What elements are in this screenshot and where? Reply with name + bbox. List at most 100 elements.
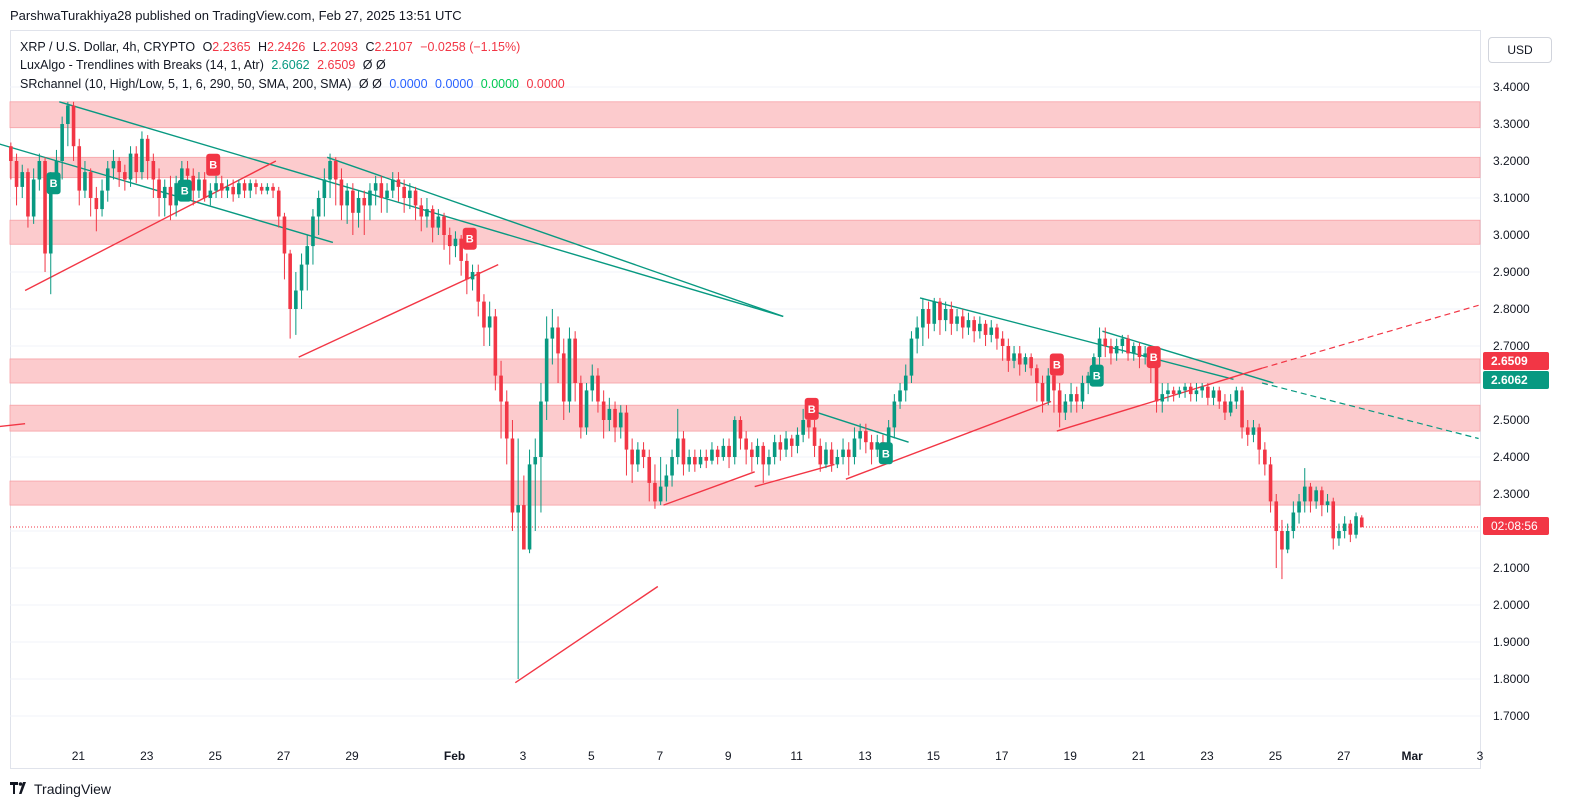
legend-symbol[interactable]: XRP / U.S. Dollar, 4h, CRYPTO — [20, 40, 196, 54]
trendline-down — [0, 143, 334, 244]
candle — [1308, 482, 1313, 513]
candle-body — [504, 401, 509, 439]
candle-body — [738, 420, 743, 439]
candle — [949, 301, 954, 335]
x-tick-label: 29 — [345, 749, 359, 763]
candle — [596, 368, 600, 413]
break-label-up: B — [46, 172, 61, 195]
candle — [590, 364, 595, 402]
candle — [1086, 371, 1090, 395]
currency-button[interactable]: USD — [1488, 37, 1552, 63]
candle — [413, 186, 418, 221]
candle-body — [995, 327, 999, 339]
candle — [1314, 486, 1318, 509]
candle — [447, 227, 452, 265]
candle-body — [465, 260, 469, 280]
candle-body — [1040, 383, 1045, 402]
candle — [784, 431, 788, 457]
candle-body — [151, 161, 156, 180]
candle-body — [1131, 346, 1136, 354]
candle — [875, 434, 880, 457]
candle — [1211, 386, 1216, 406]
candle-body — [539, 401, 543, 457]
candle-body — [1263, 449, 1267, 465]
tradingview-logo[interactable]: TradingView — [10, 781, 111, 797]
candle — [362, 190, 367, 235]
candle — [493, 309, 498, 391]
candle-body — [123, 172, 127, 180]
candle-body — [869, 442, 874, 450]
candle-body — [316, 198, 321, 217]
candle-body — [772, 442, 777, 457]
candle — [556, 316, 560, 383]
x-tick-label: 3 — [1477, 749, 1484, 763]
trendline-up — [0, 423, 26, 428]
candle — [544, 316, 549, 420]
legend-indicator-1[interactable]: LuxAlgo - Trendlines with Breaks (14, 1,… — [20, 58, 390, 72]
x-tick-label: 9 — [725, 749, 732, 763]
candle-body — [567, 338, 572, 402]
candle — [26, 168, 30, 228]
candle-body — [675, 438, 680, 457]
candle-body — [1074, 394, 1079, 402]
candle-body — [727, 445, 731, 457]
candle — [550, 309, 555, 365]
candle-body — [1240, 390, 1244, 428]
candle-body — [1297, 501, 1301, 513]
candle-body — [1234, 390, 1239, 402]
y-tick-label: 3.1000 — [1493, 191, 1530, 205]
x-tick-label: 17 — [995, 749, 1009, 763]
candle-body — [134, 153, 139, 173]
candle-body — [584, 390, 589, 428]
candle — [379, 175, 384, 213]
candle-body — [390, 179, 395, 191]
candle — [134, 146, 139, 184]
candle-body — [185, 168, 190, 176]
candle-body — [1354, 516, 1358, 535]
trendline-up — [663, 471, 755, 506]
chart-pane[interactable] — [10, 30, 1481, 769]
candle-body — [305, 246, 310, 265]
candle — [1240, 386, 1244, 439]
candle-body — [1188, 386, 1193, 395]
candle-body — [436, 216, 441, 228]
indicator-1-name[interactable]: LuxAlgo - Trendlines with Breaks (14, 1,… — [20, 58, 264, 72]
candle-body — [875, 442, 880, 450]
candle-body — [362, 198, 367, 206]
candle — [909, 331, 914, 383]
tradingview-logo-icon — [10, 781, 30, 797]
candle — [100, 179, 104, 217]
candle — [294, 272, 298, 335]
candle — [1297, 494, 1301, 524]
candle-body — [71, 105, 76, 147]
candle-body — [1109, 346, 1113, 354]
candle — [715, 445, 720, 465]
candle — [864, 423, 868, 454]
candle-body — [903, 375, 908, 391]
candle — [903, 364, 908, 402]
candle-body — [1154, 364, 1159, 402]
indicator-2-name[interactable]: SRchannel (10, High/Low, 5, 1, 6, 290, 5… — [20, 77, 352, 91]
candle — [1251, 420, 1256, 443]
candle — [117, 157, 121, 187]
legend-change: −0.0258 (−1.15%) — [420, 40, 521, 54]
candle — [658, 457, 663, 506]
candle-body — [1314, 490, 1318, 502]
candle — [1057, 383, 1062, 428]
candle — [1046, 368, 1051, 406]
candle — [202, 172, 207, 202]
trendline-down — [326, 156, 784, 318]
y-tick-label: 1.7000 — [1493, 709, 1530, 723]
legend-indicator-2[interactable]: SRchannel (10, High/Low, 5, 1, 6, 290, 5… — [20, 77, 569, 91]
candle — [1080, 375, 1085, 409]
break-label-up: B — [878, 442, 893, 465]
candle — [915, 316, 919, 354]
candle — [436, 209, 441, 235]
trendline-up — [1056, 367, 1263, 432]
candle — [767, 449, 771, 476]
candle — [482, 294, 486, 346]
candle-body — [214, 183, 218, 191]
legend-symbol-row[interactable]: XRP / U.S. Dollar, 4h, CRYPTO O2.2365 H2… — [20, 40, 524, 54]
candle-body — [681, 438, 686, 465]
break-label-box — [1049, 353, 1064, 376]
